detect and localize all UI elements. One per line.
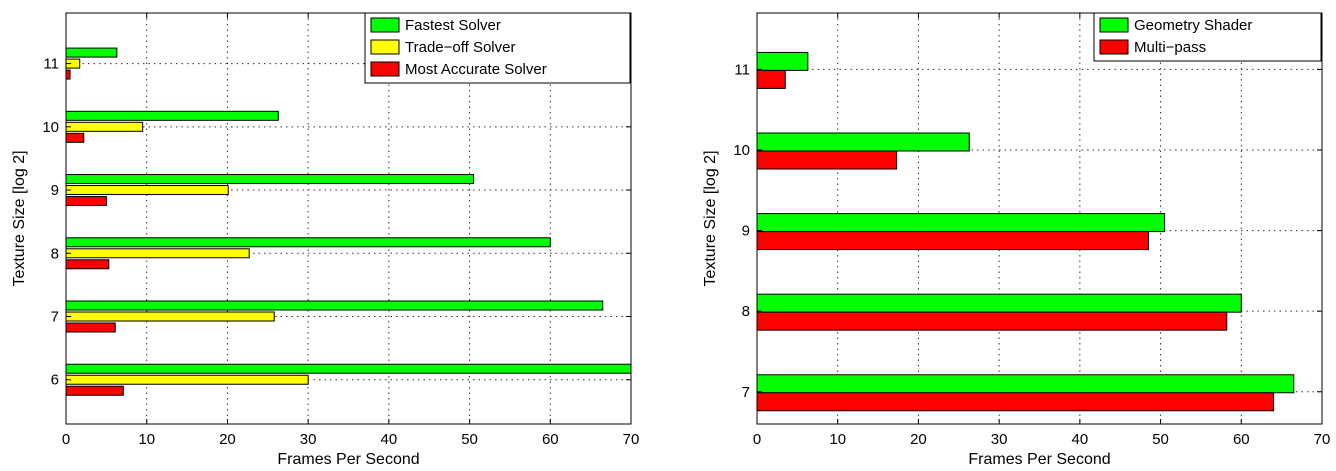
bar-geometry-shader-9 [756, 213, 1166, 233]
y-tick-label: 9 [742, 223, 750, 240]
legend-label-geometry-shader: Geometry Shader [1134, 17, 1252, 34]
x-tick-label: 60 [1233, 431, 1250, 448]
bar-most-accurate-solver-8 [65, 259, 110, 270]
legend-box [364, 12, 631, 84]
bar-trade-off-solver-8 [65, 248, 250, 259]
bar-most-accurate-solver-7 [65, 322, 116, 333]
y-tick-label: 6 [51, 372, 59, 389]
legend-label-multi-pass: Multi−pass [1134, 39, 1206, 56]
left-chart: 0 10 20 30 40 50 60 70 6 7 8 9 10 11 Frames Per Second… [11, 12, 640, 468]
x-tick-label: 50 [461, 431, 478, 448]
bar-multi-pass-11 [756, 69, 786, 89]
y-axis-label: Texture Size [log 2] [702, 150, 719, 286]
y-tick-label: 10 [42, 119, 59, 136]
x-tick-label: 30 [300, 431, 317, 448]
bar-fastest-solver-8 [65, 237, 551, 248]
legend-swatch-multi-pass [1099, 39, 1129, 55]
y-tick-label: 7 [742, 384, 750, 401]
bar-multi-pass-10 [756, 150, 898, 170]
x-tick-label: 0 [62, 431, 70, 448]
x-tick-label: 70 [1314, 431, 1331, 448]
legend-label-trade-off-solver: Trade−off Solver [405, 39, 515, 56]
x-tick-label: 0 [753, 431, 761, 448]
y-axis-label: Texture Size [log 2] [11, 150, 28, 286]
bar-fastest-solver-6 [65, 363, 632, 374]
legend-label-most-accurate-solver: Most Accurate Solver [405, 61, 547, 78]
y-tick-label: 8 [51, 245, 59, 262]
x-tick-label: 10 [138, 431, 155, 448]
bar-most-accurate-solver-11 [65, 69, 71, 80]
y-tick-label: 9 [51, 182, 59, 199]
legend-swatch-geometry-shader [1099, 17, 1129, 33]
bar-most-accurate-solver-9 [65, 196, 107, 207]
bar-fastest-solver-11 [65, 47, 118, 58]
bar-fastest-solver-7 [65, 300, 604, 311]
legend-swatch-most-accurate-solver [370, 61, 400, 77]
x-axis-label: Frames Per Second [968, 451, 1110, 468]
bar-multi-pass-8 [756, 311, 1228, 331]
x-tick-label: 10 [829, 431, 846, 448]
x-tick-label: 70 [623, 431, 640, 448]
right-chart: 0 10 20 30 40 50 60 70 7 8 9 10 11 Frames Per Second T… [702, 12, 1331, 468]
x-tick-label: 20 [910, 431, 927, 448]
x-tick-label: 50 [1152, 431, 1169, 448]
y-tick-label: 8 [742, 303, 750, 320]
y-tick-label: 7 [51, 309, 59, 326]
legend-swatch-fastest-solver [370, 17, 400, 33]
x-tick-label: 40 [381, 431, 398, 448]
bar-trade-off-solver-6 [65, 374, 309, 385]
y-tick-label: 10 [733, 142, 750, 159]
plot-area-frame [65, 12, 632, 425]
bar-trade-off-solver-7 [65, 311, 275, 322]
legend-box [1093, 12, 1322, 62]
legend-label-fastest-solver: Fastest Solver [405, 17, 501, 34]
bar-multi-pass-9 [756, 231, 1149, 251]
x-axis-label: Frames Per Second [277, 451, 419, 468]
legend-swatch-trade-off-solver [370, 39, 400, 55]
bar-geometry-shader-11 [756, 51, 809, 71]
bar-most-accurate-solver-6 [65, 385, 124, 396]
bar-geometry-shader-8 [756, 293, 1242, 313]
bar-multi-pass-7 [756, 392, 1275, 412]
y-tick-label: 11 [43, 56, 59, 73]
x-tick-label: 20 [219, 431, 236, 448]
bar-geometry-shader-10 [756, 132, 970, 152]
x-tick-label: 30 [991, 431, 1008, 448]
bar-trade-off-solver-10 [65, 121, 144, 132]
bar-fastest-solver-9 [65, 174, 475, 185]
y-tick-label: 11 [734, 61, 750, 78]
plot-area-frame [756, 12, 1323, 425]
bar-trade-off-solver-9 [65, 185, 229, 196]
bar-most-accurate-solver-10 [65, 132, 85, 143]
x-tick-label: 40 [1072, 431, 1089, 448]
bar-geometry-shader-7 [756, 374, 1295, 394]
x-tick-label: 60 [542, 431, 559, 448]
bar-fastest-solver-10 [65, 110, 279, 121]
